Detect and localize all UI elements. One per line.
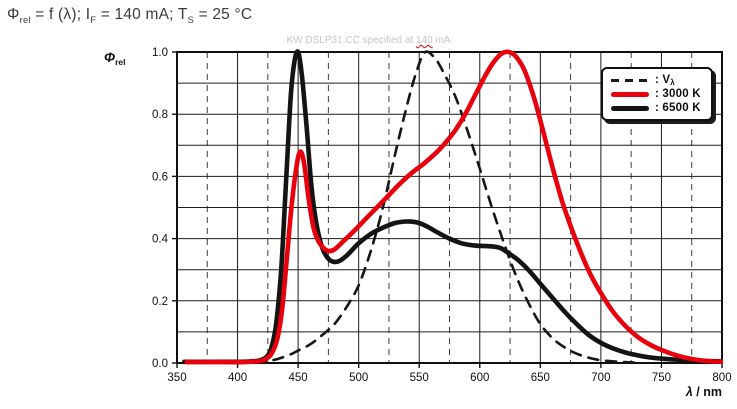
y-tick-label: 0.2 (152, 296, 168, 308)
legend-row-3000k: : 3000 K (611, 87, 705, 101)
text-segment: Φ (104, 50, 116, 65)
legend-line-sample (611, 105, 649, 111)
text-segment: S (187, 15, 195, 26)
text-segment: rel (115, 57, 126, 67)
y-tick-label: 0.6 (152, 171, 168, 183)
text-segment: = f (λ); I (30, 6, 91, 23)
text-segment: Φ (7, 6, 20, 23)
legend-label: : 3000 K (655, 88, 701, 100)
x-tick-label: 650 (531, 372, 550, 384)
series-6500-k (182, 49, 723, 365)
y-axis-label: Φrel (104, 50, 126, 67)
legend: : Vλ: 3000 K : 6500 K (601, 67, 713, 121)
x-tick-label: 700 (591, 372, 610, 384)
x-tick-label: 350 (167, 372, 186, 384)
text-segment: λ (670, 77, 675, 87)
x-tick-label: 750 (652, 372, 671, 384)
legend-line-sample (611, 78, 649, 82)
legend-line-sample (611, 91, 649, 97)
legend-label: : 6500 K (655, 102, 701, 114)
x-tick-label: 400 (228, 372, 247, 384)
x-tick-label: 800 (712, 372, 731, 384)
x-tick-label: 450 (289, 372, 308, 384)
legend-label: : Vλ (655, 74, 675, 87)
text-segment: = 140 mA; T (96, 6, 188, 23)
y-tick-label: 0.0 (152, 358, 168, 370)
y-tick-label: 1.0 (152, 47, 168, 59)
y-tick-label: 0.4 (152, 234, 169, 246)
x-tick-label: 550 (410, 372, 429, 384)
text-segment: F (90, 15, 97, 26)
text-segment: = 25 °C (194, 6, 253, 23)
text-segment: λ (685, 385, 693, 399)
plot-border (176, 51, 723, 364)
text-segment: rel (19, 15, 31, 26)
text-segment: : 3000 K (655, 88, 701, 100)
y-tick-label: 0.8 (152, 109, 168, 121)
chart-title: Φrel = f (λ); IF = 140 mA; TS = 25 °C (7, 6, 252, 26)
text-segment: : 6500 K (655, 102, 701, 114)
text-segment: / nm (692, 385, 722, 399)
text-segment: : V (655, 73, 671, 86)
legend-row-v-lambda: : Vλ (611, 73, 705, 87)
series-3000-k (184, 49, 723, 365)
x-tick-label: 600 (470, 372, 489, 384)
x-axis-label: λ / nm (622, 385, 722, 399)
x-tick-label: 500 (349, 372, 368, 384)
legend-row-6500k: : 6500 K (611, 101, 705, 115)
series-vλ (254, 50, 639, 364)
